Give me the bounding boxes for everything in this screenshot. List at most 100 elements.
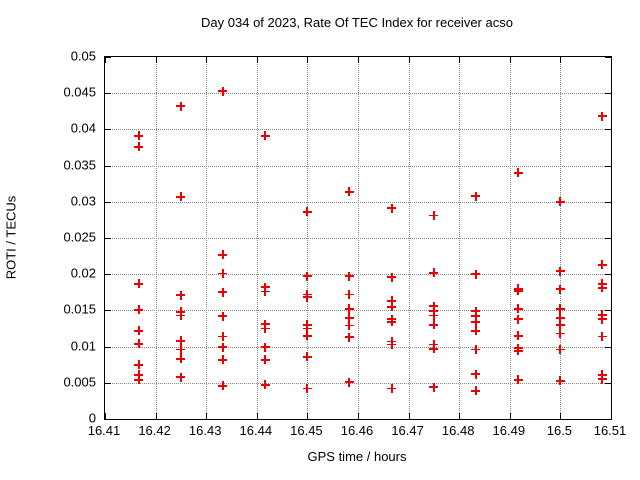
y-tick-label: 0.035 — [63, 157, 96, 173]
y-tick-mark — [105, 57, 111, 58]
data-point-marker — [134, 370, 144, 380]
data-point-marker — [387, 272, 397, 282]
x-tick-mark — [358, 57, 359, 63]
x-tick-mark — [206, 57, 208, 63]
data-point-marker — [555, 304, 565, 314]
data-point-marker — [302, 331, 312, 341]
y-tick-mark — [105, 382, 111, 384]
data-point-marker — [555, 376, 565, 386]
data-point-marker — [218, 381, 228, 391]
data-point-marker — [471, 369, 481, 379]
x-tick-mark — [206, 413, 208, 419]
data-point-marker — [513, 375, 523, 385]
data-point-marker — [176, 344, 186, 354]
y-tick-mark — [105, 310, 111, 312]
x-tick-mark — [358, 413, 359, 419]
x-tick-mark — [611, 57, 612, 63]
x-tick-mark — [307, 413, 309, 419]
x-tick-mark — [256, 413, 258, 419]
data-point-marker — [218, 355, 228, 365]
x-tick-label: 16.43 — [188, 423, 222, 438]
x-tick-label: 16.49 — [492, 423, 526, 438]
data-point-marker — [513, 168, 523, 178]
y-tick-label: 0.015 — [63, 301, 96, 317]
data-point-marker — [429, 301, 439, 311]
y-tick-mark — [605, 93, 611, 95]
data-point-marker — [176, 336, 186, 346]
y-tick-mark — [605, 310, 611, 312]
data-point-marker — [218, 331, 228, 341]
data-point-marker — [555, 344, 565, 354]
y-tick-label: 0 — [88, 410, 96, 426]
h-gridline — [105, 274, 611, 276]
data-point-marker — [387, 302, 397, 312]
data-point-marker — [302, 207, 312, 217]
data-point-marker — [302, 271, 312, 281]
h-gridline — [105, 382, 611, 384]
y-tick-mark — [605, 274, 611, 276]
x-tick-mark — [105, 57, 106, 63]
data-point-marker — [597, 374, 607, 384]
data-point-marker — [344, 377, 354, 387]
data-point-marker — [344, 271, 354, 281]
data-point-marker — [429, 320, 439, 330]
data-point-marker — [344, 289, 354, 299]
data-point-marker — [513, 304, 523, 314]
y-tick-mark — [605, 419, 611, 420]
data-point-marker — [513, 314, 523, 324]
data-point-marker — [555, 329, 565, 339]
x-tick-mark — [105, 413, 106, 419]
data-point-marker — [302, 384, 312, 394]
y-tick-mark — [605, 57, 611, 58]
y-tick-label: 0.025 — [63, 229, 96, 245]
y-tick-mark — [105, 93, 111, 95]
data-point-marker — [387, 296, 397, 306]
x-axis-label: GPS time / hours — [307, 449, 407, 464]
data-point-marker — [176, 192, 186, 202]
x-tick-mark — [560, 413, 562, 419]
y-tick-label: 0.01 — [70, 338, 96, 354]
data-point-marker — [344, 332, 354, 342]
data-point-marker — [429, 310, 439, 320]
data-point-marker — [260, 324, 270, 333]
data-point-marker — [344, 187, 354, 197]
data-point-marker — [597, 260, 607, 270]
h-gridline — [105, 310, 611, 312]
data-point-marker — [555, 320, 565, 330]
data-point-marker — [134, 131, 144, 141]
y-tick-mark — [605, 201, 611, 203]
data-point-marker — [429, 344, 439, 354]
data-point-marker — [260, 131, 270, 141]
data-point-marker — [555, 197, 565, 207]
data-point-marker — [260, 287, 270, 297]
data-point-marker — [387, 203, 397, 213]
data-point-marker — [302, 324, 312, 333]
data-point-marker — [260, 355, 270, 365]
data-point-marker — [176, 290, 186, 300]
y-tick-mark — [105, 346, 111, 348]
y-tick-mark — [605, 382, 611, 384]
data-point-marker — [597, 111, 607, 121]
x-tick-mark — [408, 413, 410, 419]
data-point-marker — [471, 326, 481, 336]
data-point-marker — [555, 313, 565, 323]
data-point-marker — [513, 346, 523, 356]
data-point-marker — [218, 342, 228, 352]
data-point-marker — [387, 317, 397, 327]
x-tick-label: 16.42 — [138, 423, 171, 438]
data-point-marker — [387, 384, 397, 394]
data-point-marker — [429, 382, 439, 392]
plot-area — [104, 56, 612, 420]
data-point-marker — [134, 142, 144, 152]
data-point-marker — [344, 321, 354, 331]
data-point-marker — [218, 268, 228, 278]
data-point-marker — [471, 317, 481, 327]
data-point-marker — [218, 287, 228, 297]
data-point-marker — [471, 306, 481, 316]
data-point-marker — [597, 314, 607, 324]
data-point-marker — [555, 266, 565, 276]
data-point-marker — [344, 304, 354, 314]
h-gridline — [105, 129, 611, 131]
y-tick-mark — [105, 238, 111, 239]
